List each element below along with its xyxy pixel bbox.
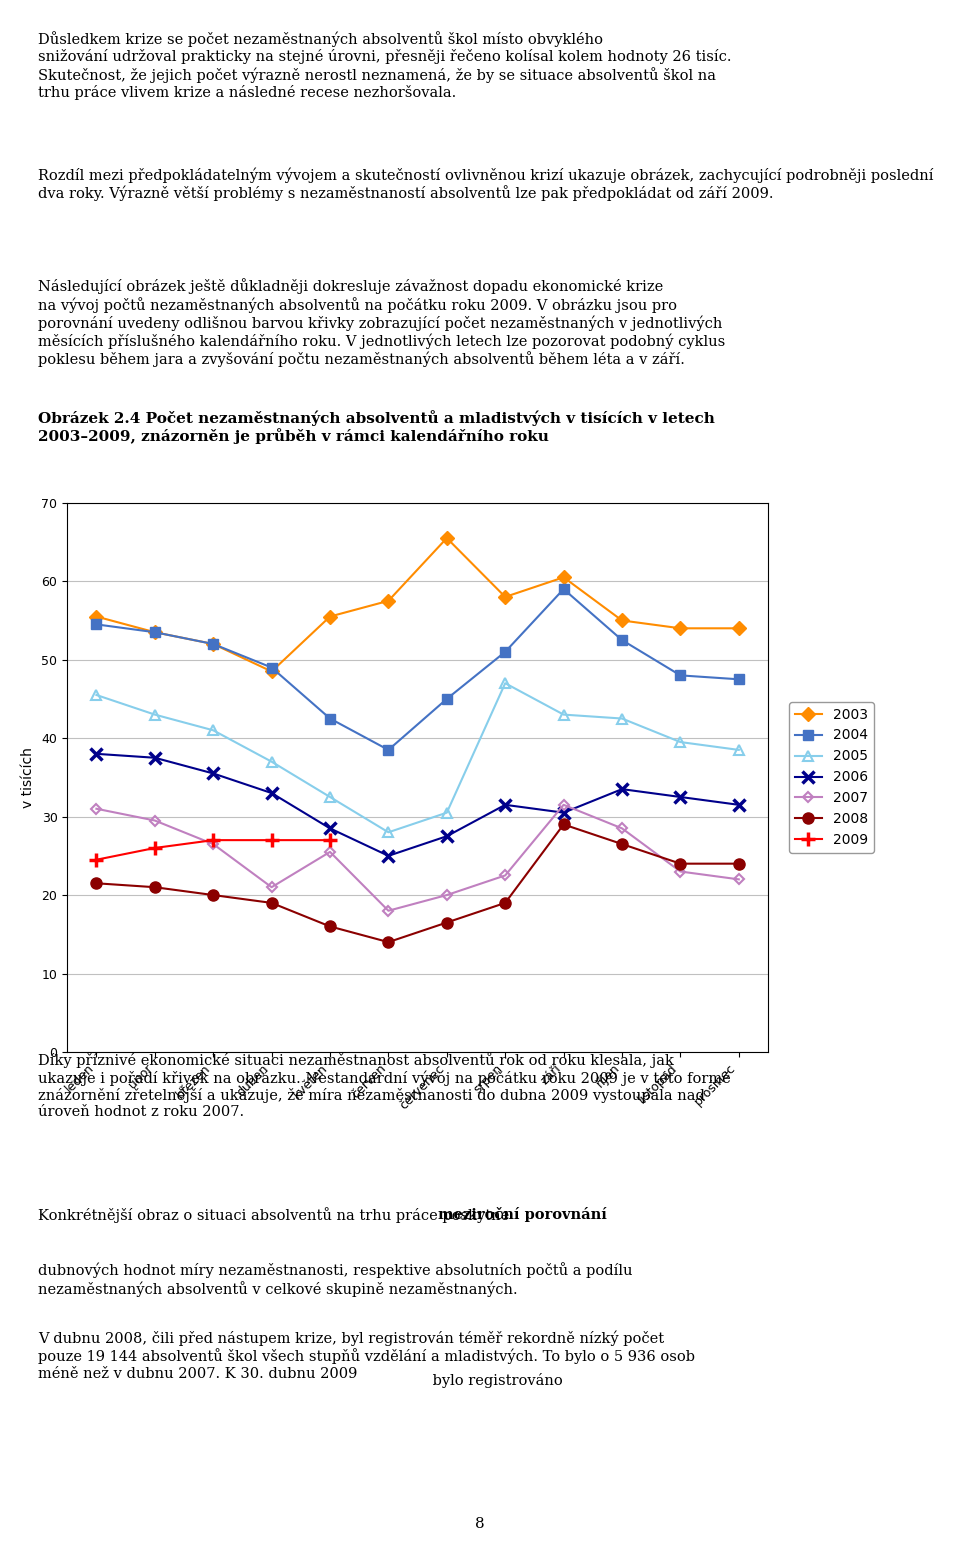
- Line: 2007: 2007: [93, 801, 742, 914]
- 2004: [90, 616, 102, 634]
- 2004: [149, 623, 160, 642]
- 2007: [149, 811, 160, 829]
- Line: 2008: 2008: [91, 818, 744, 948]
- 2008: [616, 835, 628, 854]
- 2008: [441, 913, 452, 931]
- 2007: [558, 795, 569, 814]
- 2008: [733, 854, 745, 873]
- 2003: [675, 619, 686, 637]
- 2003: [616, 611, 628, 630]
- 2008: [266, 894, 277, 913]
- Text: Konkrétnější obraz o situaci absolventů na trhu práce poskytne: Konkrétnější obraz o situaci absolventů …: [38, 1207, 515, 1222]
- Text: meziroční porovnání: meziroční porovnání: [438, 1207, 607, 1222]
- Line: 2009: 2009: [89, 834, 337, 866]
- 2008: [207, 886, 219, 905]
- 2005: [266, 752, 277, 770]
- 2004: [733, 670, 745, 688]
- 2007: [383, 902, 395, 920]
- 2006: [266, 784, 277, 803]
- 2007: [324, 843, 336, 862]
- 2004: [558, 580, 569, 599]
- Legend: 2003, 2004, 2005, 2006, 2007, 2008, 2009: 2003, 2004, 2005, 2006, 2007, 2008, 2009: [789, 702, 875, 852]
- 2003: [324, 608, 336, 627]
- 2009: [90, 851, 102, 869]
- 2006: [675, 787, 686, 806]
- 2005: [558, 705, 569, 724]
- 2008: [675, 854, 686, 873]
- 2003: [733, 619, 745, 637]
- 2005: [441, 803, 452, 821]
- Text: Důsledkem krize se počet nezaměstnaných absolventů škol místo obvyklého
snižován: Důsledkem krize se počet nezaměstnaných …: [38, 31, 732, 101]
- 2003: [266, 662, 277, 681]
- 2009: [266, 831, 277, 849]
- 2005: [499, 674, 511, 693]
- 2003: [383, 591, 395, 610]
- Y-axis label: v tisících: v tisících: [20, 747, 35, 808]
- 2006: [383, 846, 395, 865]
- 2003: [149, 623, 160, 642]
- 2008: [499, 894, 511, 913]
- Line: 2004: 2004: [91, 585, 744, 755]
- 2009: [324, 831, 336, 849]
- 2005: [675, 733, 686, 752]
- 2004: [324, 709, 336, 727]
- 2007: [266, 877, 277, 896]
- 2008: [149, 877, 160, 896]
- Line: 2005: 2005: [91, 679, 744, 837]
- 2004: [266, 657, 277, 676]
- 2004: [616, 631, 628, 650]
- Text: Následující obrázek ještě důkladněji dokresluje závažnost dopadu ekonomické kriz: Následující obrázek ještě důkladněji dok…: [38, 278, 726, 367]
- 2008: [558, 815, 569, 834]
- 2006: [324, 818, 336, 837]
- 2005: [90, 685, 102, 704]
- Line: 2006: 2006: [90, 747, 745, 862]
- 2005: [733, 741, 745, 760]
- Text: Obrázek 2.4 Počet nezaměstnaných absolventů a mladistvých v tisících v letech
20: Obrázek 2.4 Počet nezaměstnaných absolve…: [38, 410, 715, 444]
- 2005: [383, 823, 395, 842]
- 2004: [383, 741, 395, 760]
- 2006: [149, 749, 160, 767]
- 2004: [441, 690, 452, 709]
- Text: Rozdíl mezi předpokládatelným vývojem a skutečností ovlivněnou krizí ukazuje obr: Rozdíl mezi předpokládatelným vývojem a …: [38, 167, 934, 201]
- 2008: [90, 874, 102, 893]
- 2004: [675, 667, 686, 685]
- 2006: [616, 780, 628, 798]
- 2005: [616, 709, 628, 727]
- 2007: [733, 869, 745, 888]
- Text: 8: 8: [475, 1516, 485, 1532]
- 2006: [441, 828, 452, 846]
- 2005: [207, 721, 219, 739]
- 2003: [441, 529, 452, 548]
- Text: dubnových hodnot míry nezaměstnanosti, respektive absolutních počtů a podílu
nez: dubnových hodnot míry nezaměstnanosti, r…: [38, 1262, 633, 1296]
- 2007: [499, 866, 511, 885]
- 2007: [675, 862, 686, 880]
- 2003: [499, 588, 511, 606]
- 2004: [499, 642, 511, 661]
- 2003: [207, 634, 219, 653]
- 2004: [207, 634, 219, 653]
- 2006: [499, 795, 511, 814]
- 2007: [90, 800, 102, 818]
- 2005: [149, 705, 160, 724]
- Line: 2003: 2003: [91, 534, 744, 676]
- 2006: [733, 795, 745, 814]
- 2006: [207, 764, 219, 783]
- Text: bylo registrováno: bylo registrováno: [428, 1374, 563, 1388]
- 2009: [207, 831, 219, 849]
- 2009: [149, 838, 160, 857]
- Text: Díky příznivé ekonomické situaci nezaměstnanost absolventů rok od roku klesala, : Díky příznivé ekonomické situaci nezaměs…: [38, 1052, 732, 1120]
- 2008: [324, 917, 336, 936]
- 2007: [616, 818, 628, 837]
- 2005: [324, 787, 336, 806]
- 2008: [383, 933, 395, 951]
- 2007: [441, 886, 452, 905]
- 2007: [207, 835, 219, 854]
- 2003: [90, 608, 102, 627]
- 2006: [558, 803, 569, 821]
- 2003: [558, 568, 569, 586]
- Text: V dubnu 2008, čili před nástupem krize, byl registrován téměř rekordně nízký poč: V dubnu 2008, čili před nástupem krize, …: [38, 1330, 695, 1380]
- 2006: [90, 744, 102, 763]
